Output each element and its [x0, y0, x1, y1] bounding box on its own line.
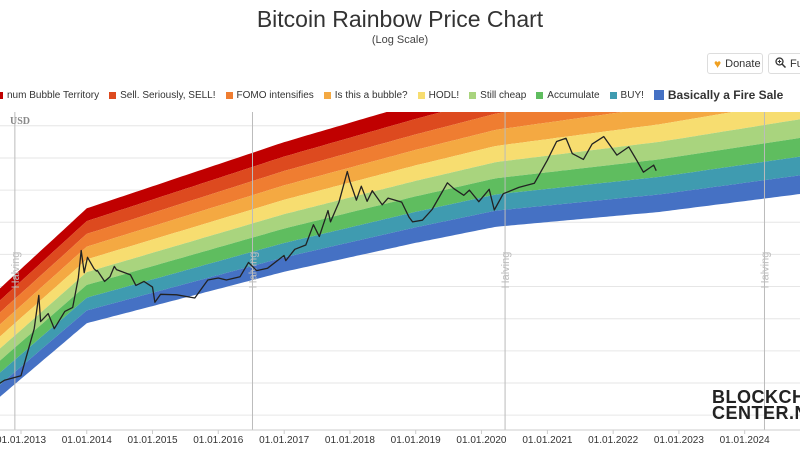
legend-label: Sell. Seriously, SELL!	[120, 89, 216, 101]
heart-icon: ♥	[714, 56, 722, 71]
legend-item[interactable]: BUY!	[609, 89, 644, 101]
legend-label: Accumulate	[547, 89, 600, 101]
legend-label: FOMO intensifies	[236, 89, 314, 101]
price-line	[0, 135, 657, 384]
x-tick-label: 01.01.2019	[391, 435, 441, 446]
legend-swatch	[469, 91, 477, 99]
rainbow-band	[0, 156, 800, 385]
x-tick-label: 01.01.2013	[0, 435, 46, 446]
legend-item[interactable]: Basically a Fire Sale	[653, 88, 784, 102]
legend-swatch	[0, 91, 3, 99]
legend-swatch	[417, 91, 425, 99]
legend-swatch	[109, 91, 117, 99]
legend-item[interactable]: Accumulate	[536, 89, 600, 101]
logo-line-2: CENTER.NET	[712, 403, 800, 423]
legend-swatch	[536, 91, 544, 99]
rainbow-band	[0, 119, 800, 361]
x-tick-label: 01.01.2015	[127, 435, 177, 446]
legend-label: HODL!	[428, 89, 460, 101]
legend-swatch	[225, 91, 233, 99]
zoom-icon	[775, 56, 787, 71]
x-tick-label: 01.01.2023	[654, 435, 704, 446]
legend-swatch	[609, 91, 617, 99]
x-tick-label: 01.01.2020	[456, 435, 506, 446]
x-tick-label: 01.01.2016	[193, 435, 243, 446]
x-tick-label: 01.01.2017	[259, 435, 309, 446]
legend-label: BUY!	[620, 89, 644, 101]
halving-label: Halving	[10, 252, 22, 289]
legend-item[interactable]: Still cheap	[469, 90, 526, 101]
donate-button[interactable]: ♥ Donate	[707, 53, 763, 74]
legend-label: num Bubble Territory	[7, 89, 100, 101]
rainbow-band	[0, 175, 800, 397]
legend-swatch	[653, 90, 664, 100]
page-subtitle: (Log Scale)	[371, 34, 429, 46]
x-tick-label: 01.01.2022	[588, 435, 638, 446]
blockchaincenter-logo: BLOCKCHAIN CENTER.NET	[712, 387, 800, 423]
legend-item[interactable]: HODL!	[417, 89, 460, 101]
legend-item[interactable]: num Bubble Territory	[0, 90, 99, 101]
halving-label: Halving	[247, 252, 259, 289]
page-title: Bitcoin Rainbow Price Chart	[256, 6, 544, 32]
x-tick-label: 01.01.2021	[522, 435, 572, 446]
legend-label: Is this a bubble?	[334, 89, 408, 101]
donate-label: Donate	[725, 57, 761, 70]
rainbow-band	[0, 137, 800, 373]
logo-line-1: BLOCKCHAIN	[712, 387, 800, 407]
full-label: Full	[790, 57, 800, 70]
fullscreen-button[interactable]: Full	[768, 53, 800, 74]
x-tick-label: 01.01.2014	[62, 435, 112, 446]
x-tick-label: 01.01.2024	[720, 435, 770, 446]
legend-item[interactable]: FOMO intensifies	[225, 89, 314, 101]
legend-label: Basically a Fire Sale	[667, 88, 784, 102]
legend-item[interactable]: Sell. Seriously, SELL!	[109, 89, 216, 101]
halving-label: Halving	[759, 252, 771, 289]
halving-label: Halving	[500, 252, 512, 289]
legend-swatch	[323, 91, 331, 99]
legend-item[interactable]: Is this a bubble?	[323, 89, 408, 101]
chart-legend: num Bubble Territory Sell. Seriously, SEL…	[0, 88, 793, 102]
legend-label: Still cheap	[480, 89, 527, 101]
y-axis-label: USD	[10, 116, 30, 127]
x-tick-label: 01.01.2018	[325, 435, 375, 446]
